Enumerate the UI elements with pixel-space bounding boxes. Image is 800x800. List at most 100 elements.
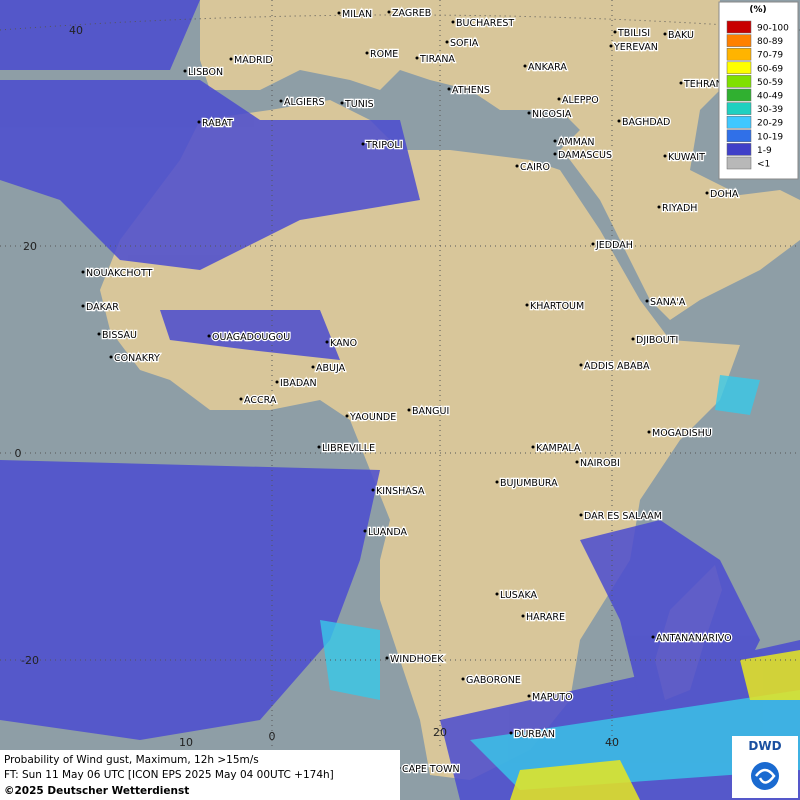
city-dot	[613, 30, 617, 34]
city-dot	[575, 460, 579, 464]
city-dot	[509, 731, 513, 735]
city-label: TRIPOLI	[365, 140, 403, 151]
city-dot	[527, 694, 531, 698]
city-label: DAR ES SALAAM	[584, 511, 662, 522]
city-label: KANO	[330, 338, 357, 349]
city-label: KHARTOUM	[530, 301, 584, 312]
city-label: TIRANA	[419, 54, 455, 65]
city-dot	[495, 480, 499, 484]
city-label: HARARE	[526, 612, 565, 623]
legend-swatch	[726, 75, 752, 88]
graticule	[0, 0, 800, 750]
city-label: YEREVAN	[613, 42, 658, 53]
city-dot	[447, 87, 451, 91]
longitude-label: 20	[433, 726, 447, 739]
patch	[470, 690, 800, 790]
city-dot	[557, 97, 561, 101]
city-dot	[340, 101, 344, 105]
city-dot	[345, 414, 349, 418]
legend-swatch	[726, 115, 752, 129]
city-label: GABORONE	[466, 675, 521, 686]
latitude-label: 20	[23, 240, 37, 253]
city-label: NOUAKCHOTT	[86, 268, 153, 279]
city-dot	[527, 111, 531, 115]
footer-line: Probability of Wind gust, Maximum, 12h >…	[4, 754, 259, 766]
legend-swatch	[726, 47, 752, 61]
city-dot	[663, 154, 667, 158]
city-label: BUCHAREST	[456, 18, 514, 29]
city-dot	[591, 242, 595, 246]
city-label: ANKARA	[528, 62, 567, 73]
city-label: AMMAN	[558, 137, 595, 148]
city-label: CAIRO	[520, 162, 550, 173]
latitude-label: 40	[69, 24, 83, 37]
city-dot	[515, 164, 519, 168]
city-label: TEHRAN	[683, 79, 723, 90]
legend-label: 30-39	[757, 105, 783, 115]
city-dot	[553, 152, 557, 156]
city-label: MAPUTO	[532, 692, 573, 703]
grid-labels: 40 20 0 -20 10 0 20 40	[15, 24, 620, 749]
city-label: ALEPPO	[562, 95, 599, 106]
city-dot	[275, 380, 279, 384]
city-label: LIBREVILLE	[322, 443, 375, 454]
city-label: DURBAN	[514, 729, 555, 740]
land-africa	[100, 100, 740, 780]
city-label: BANGUI	[412, 406, 449, 417]
patch	[715, 375, 760, 415]
city-dot	[365, 51, 369, 55]
city-label: LUANDA	[368, 527, 408, 538]
city-dot	[461, 677, 465, 681]
city-dot	[495, 592, 499, 596]
city-label: BAKU	[668, 30, 694, 41]
city-dot	[387, 10, 391, 14]
city-dot	[229, 57, 233, 61]
city-dot	[579, 513, 583, 517]
city-label: MILAN	[342, 9, 372, 20]
city-label: NAIROBI	[580, 458, 620, 469]
city-label: ZAGREB	[392, 8, 431, 19]
city-label: TUNIS	[344, 99, 374, 110]
city-dot	[705, 191, 709, 195]
footer-line: FT: Sun 11 May 06 UTC [ICON EPS 2025 May…	[4, 769, 334, 781]
latitude-label: 0	[15, 447, 22, 460]
city-label: SANA'A	[650, 297, 686, 308]
city-label: DOHA	[710, 189, 739, 200]
legend-swatch	[726, 88, 752, 102]
city-label: DJIBOUTI	[636, 335, 678, 346]
city-dot	[385, 656, 389, 660]
city-label: ABUJA	[316, 363, 346, 374]
city-label: NICOSIA	[532, 109, 572, 120]
city-dot	[415, 56, 419, 60]
city-label: KUWAIT	[668, 152, 705, 163]
city-dot	[647, 430, 651, 434]
city-label: CAPE TOWN	[402, 764, 460, 775]
city-dot	[407, 408, 411, 412]
city-dot	[109, 355, 113, 359]
city-label: IBADAN	[280, 378, 317, 389]
legend-label: 10-19	[757, 132, 783, 142]
city-dot	[523, 64, 527, 68]
city-label: KINSHASA	[376, 486, 425, 497]
city-dot	[451, 20, 455, 24]
city-dot	[521, 614, 525, 618]
city-dot	[311, 365, 315, 369]
city-label: MOGADISHU	[652, 428, 712, 439]
patch	[510, 760, 640, 800]
city-label: RABAT	[202, 118, 233, 129]
city-dot	[337, 11, 341, 15]
footer-line: ©2025 Deutscher Wetterdienst	[4, 785, 189, 797]
legend-swatch	[726, 156, 752, 170]
city-dot	[617, 119, 621, 123]
city-dot	[645, 299, 649, 303]
legend: 90-100 80-89 70-79 60-69 50-59 40-49 30-39 20-2…	[726, 20, 789, 170]
city-label: ANTANANARIVO	[656, 633, 732, 644]
logo-text: DWD	[748, 739, 781, 753]
city-dot	[651, 635, 655, 639]
legend-title: (%)	[749, 5, 766, 15]
city-label: RIYADH	[662, 203, 697, 214]
city-label: LISBON	[188, 67, 223, 78]
city-dot	[363, 529, 367, 533]
